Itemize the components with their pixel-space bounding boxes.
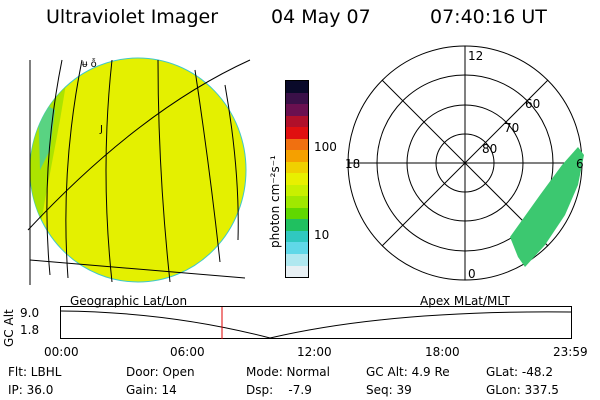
colorbar-segment	[286, 115, 308, 128]
colorbar-segment	[286, 184, 308, 197]
colorbar-segment	[286, 219, 308, 231]
colorbar-segment	[286, 81, 308, 93]
info-mode: Mode: Normal	[246, 365, 330, 379]
apex-label: Apex MLat/MLT	[420, 294, 510, 308]
colorbar-segment	[286, 242, 308, 254]
mlat-label-60: 60	[525, 97, 540, 111]
svg-text:ᵾ ỗ: ᵾ ỗ	[82, 57, 97, 70]
mlt-label-18: 18	[345, 157, 360, 171]
colorbar-segment	[286, 127, 308, 139]
colorbar-segment	[286, 253, 308, 266]
info-gcalt: GC Alt: 4.9 Re	[366, 365, 450, 379]
geographic-image-panel: ᵾ ỗ J	[27, 57, 251, 285]
colorbar-segment	[286, 230, 308, 243]
mlt-label-12: 12	[468, 49, 483, 63]
date-label: 04 May 07	[271, 6, 371, 28]
mlat-label-70: 70	[504, 121, 519, 135]
geo-grid	[27, 59, 251, 285]
colorbar-segment	[286, 265, 308, 278]
info-ip: IP: 36.0	[8, 383, 54, 397]
info-filter: Flt: LBHL	[8, 365, 62, 379]
aurora-oval	[510, 147, 584, 267]
orbit-xtick-0600: 06:00	[170, 345, 205, 359]
colorbar-segment	[286, 173, 308, 185]
info-door: Door: Open	[126, 365, 195, 379]
mlt-label-0: 0	[468, 267, 476, 281]
orbit-altitude-curve	[60, 310, 572, 339]
orbit-xtick-1800: 18:00	[425, 345, 460, 359]
time-label: 07:40:16 UT	[430, 6, 547, 28]
info-gain: Gain: 14	[126, 383, 177, 397]
orbit-ylabel: GC Alt	[2, 309, 16, 347]
info-dsp: Dsp: -7.9	[246, 383, 312, 397]
orbit-ytick-min: 1.8	[20, 323, 40, 337]
coast-marks: ᵾ ỗ J	[82, 57, 103, 135]
colorbar-tick-10: 10	[314, 228, 330, 242]
info-seq: Seq: 39	[366, 383, 412, 397]
colorbar-segment	[286, 150, 308, 162]
geo-label: Geographic Lat/Lon	[70, 294, 188, 308]
info-glon: GLon: 337.5	[486, 383, 559, 397]
colorbar-tick-100: 100	[314, 140, 337, 154]
orbit-ytick-max: 9.0	[20, 306, 40, 320]
app-title: Ultraviolet Imager	[46, 6, 219, 28]
mlat-label-80: 80	[482, 142, 497, 156]
svg-text:J: J	[99, 124, 103, 135]
colorbar	[285, 80, 309, 278]
mlt-label-6: 6	[576, 157, 584, 171]
orbit-xtick-2359: 23:59	[553, 345, 588, 359]
colorbar-segment	[286, 138, 308, 151]
colorbar-segment	[286, 92, 308, 105]
info-glat: GLat: -48.2	[486, 365, 553, 379]
orbit-frame	[60, 306, 572, 339]
orbit-xtick-1200: 12:00	[297, 345, 332, 359]
colorbar-segment	[286, 207, 308, 220]
colorbar-segment	[286, 196, 308, 208]
orbit-altitude-plot	[60, 306, 572, 339]
colorbar-segment	[286, 161, 308, 174]
colorbar-unit-label: photon cm⁻²s⁻¹	[268, 155, 282, 248]
polar-plot: 12 18 6 0 60 70 80	[345, 45, 584, 281]
colorbar-segment	[286, 104, 308, 116]
polar-diag-2	[381, 79, 549, 247]
orbit-xtick-0000: 00:00	[44, 345, 79, 359]
